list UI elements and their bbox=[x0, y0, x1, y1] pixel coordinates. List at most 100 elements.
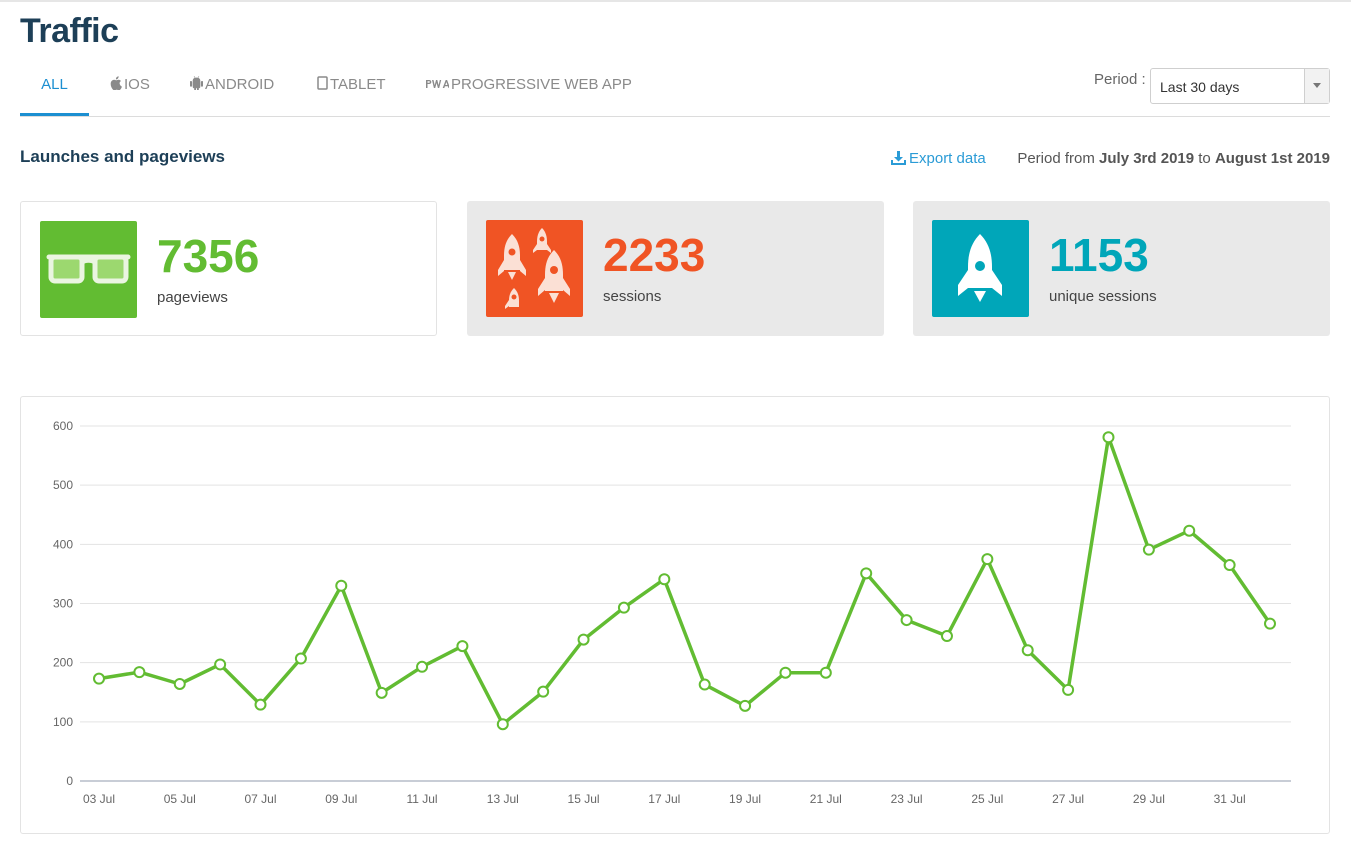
stat-value: 2233 bbox=[603, 229, 706, 281]
tab-label: IOS bbox=[124, 76, 150, 93]
y-tick-label: 200 bbox=[53, 656, 73, 670]
tab-label: ALL bbox=[41, 76, 68, 93]
y-tick-label: 400 bbox=[53, 537, 73, 551]
apple-icon bbox=[110, 76, 122, 91]
stat-card-unique-sessions: 1153 unique sessions bbox=[913, 201, 1330, 336]
range-prefix: Period from bbox=[1017, 150, 1095, 167]
y-tick-label: 600 bbox=[53, 419, 73, 433]
data-point bbox=[173, 677, 186, 690]
tab-label: PROGRESSIVE WEB APP bbox=[451, 76, 632, 93]
tab-android[interactable]: ANDROID bbox=[189, 62, 275, 116]
pageviews-chart: 0 100 200 300 400 500 600 03 Jul 05 Jul 07 Jul 09 … bbox=[20, 396, 1330, 834]
data-point bbox=[981, 553, 994, 566]
x-tick-label: 23 Jul bbox=[891, 792, 923, 806]
range-to: August 1st 2019 bbox=[1214, 150, 1330, 167]
glasses-icon bbox=[46, 254, 131, 284]
data-point bbox=[496, 718, 509, 731]
tablet-icon bbox=[317, 76, 328, 90]
data-point bbox=[779, 666, 792, 679]
y-tick-label: 0 bbox=[66, 774, 73, 788]
data-point bbox=[739, 699, 752, 712]
data-point bbox=[375, 686, 388, 699]
stat-value: 7356 bbox=[157, 230, 260, 282]
tab-pwa[interactable]: PROGRESSIVE WEB APP bbox=[425, 62, 632, 116]
x-tick-label: 27 Jul bbox=[1052, 792, 1084, 806]
x-tick-label: 31 Jul bbox=[1214, 792, 1246, 806]
x-tick-label: 09 Jul bbox=[325, 792, 357, 806]
x-tick-label: 13 Jul bbox=[487, 792, 519, 806]
data-point bbox=[900, 614, 913, 627]
y-tick-label: 100 bbox=[53, 715, 73, 729]
data-point bbox=[860, 567, 873, 580]
period-label: Period : bbox=[1094, 71, 1146, 88]
download-icon bbox=[891, 151, 906, 165]
platform-tabs: ALL IOS ANDROID TABLET PROGRESSIVE WEB A… bbox=[20, 62, 1330, 117]
chevron-down-icon bbox=[1313, 83, 1321, 88]
data-point bbox=[577, 633, 590, 646]
android-icon bbox=[189, 76, 204, 91]
section-title: Launches and pageviews bbox=[20, 147, 226, 166]
period-select[interactable]: Last 30 days bbox=[1150, 68, 1330, 104]
tab-ios[interactable]: IOS bbox=[110, 62, 150, 116]
x-tick-label: 21 Jul bbox=[810, 792, 842, 806]
select-arrow bbox=[1304, 69, 1329, 103]
tab-label: ANDROID bbox=[205, 76, 275, 93]
x-tick-label: 15 Jul bbox=[568, 792, 600, 806]
x-tick-label: 17 Jul bbox=[648, 792, 680, 806]
data-point bbox=[698, 678, 711, 691]
rocket-icon bbox=[958, 234, 1002, 302]
y-tick-label: 300 bbox=[53, 597, 73, 611]
page-title: Traffic bbox=[20, 12, 119, 50]
x-tick-label: 19 Jul bbox=[729, 792, 761, 806]
period-range: Period from July 3rd 2019 to August 1st … bbox=[1017, 150, 1330, 167]
pwa-icon bbox=[426, 80, 451, 88]
data-point bbox=[1183, 524, 1196, 537]
data-point bbox=[133, 666, 146, 679]
data-point bbox=[617, 601, 630, 614]
data-point bbox=[1264, 617, 1276, 630]
data-point bbox=[214, 658, 227, 671]
period-select-value: Last 30 days bbox=[1160, 79, 1240, 95]
x-tick-label: 07 Jul bbox=[245, 792, 277, 806]
data-point bbox=[416, 660, 429, 673]
series-line bbox=[98, 435, 1272, 726]
data-point bbox=[93, 672, 105, 685]
data-point bbox=[294, 652, 307, 665]
x-tick-label: 29 Jul bbox=[1133, 792, 1165, 806]
stat-icon-box bbox=[932, 220, 1029, 317]
stat-label: sessions bbox=[603, 288, 662, 305]
data-point bbox=[1223, 559, 1236, 572]
data-point bbox=[1142, 543, 1155, 556]
range-from: July 3rd 2019 bbox=[1099, 150, 1195, 167]
data-point bbox=[335, 579, 348, 592]
data-point bbox=[254, 698, 267, 711]
rockets-icon bbox=[498, 228, 570, 309]
x-tick-label: 05 Jul bbox=[164, 792, 196, 806]
data-point bbox=[1062, 683, 1075, 696]
stat-icon-box bbox=[486, 220, 583, 317]
x-tick-label: 03 Jul bbox=[83, 792, 115, 806]
tab-label: TABLET bbox=[330, 76, 386, 93]
stat-card-pageviews: 7356 pageviews bbox=[20, 201, 437, 336]
top-border bbox=[0, 0, 1351, 2]
data-point bbox=[819, 666, 832, 679]
stat-value: 1153 bbox=[1049, 229, 1149, 281]
data-point bbox=[1102, 431, 1115, 444]
data-point bbox=[1021, 644, 1034, 657]
export-data-link[interactable]: Export data bbox=[891, 150, 986, 167]
y-tick-label: 500 bbox=[53, 478, 73, 492]
tab-all[interactable]: ALL bbox=[20, 62, 89, 116]
line-chart: 0 100 200 300 400 500 600 03 Jul 05 Jul 07 Jul 09 … bbox=[53, 419, 1291, 806]
range-to-word: to bbox=[1198, 150, 1211, 167]
x-tick-label: 25 Jul bbox=[971, 792, 1003, 806]
data-point bbox=[658, 573, 671, 586]
x-tick-label: 11 Jul bbox=[406, 792, 437, 806]
export-label: Export data bbox=[909, 150, 986, 167]
stat-label: unique sessions bbox=[1049, 288, 1157, 305]
stat-card-sessions: 2233 sessions bbox=[467, 201, 884, 336]
data-point bbox=[537, 685, 550, 698]
data-point bbox=[456, 640, 469, 653]
tab-tablet[interactable]: TABLET bbox=[317, 62, 386, 116]
data-point bbox=[940, 630, 953, 643]
stat-label: pageviews bbox=[157, 289, 228, 306]
